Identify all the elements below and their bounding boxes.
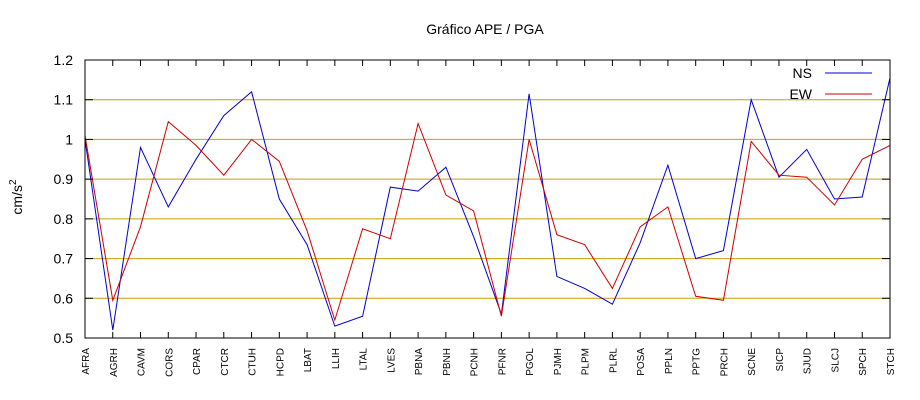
series-lines [84, 77, 891, 331]
y-axis-label-unit: cm/s [9, 185, 25, 215]
series-line-ns [84, 77, 891, 331]
y-tick-label: 1.2 [54, 52, 74, 68]
x-tick-label: CTUH [248, 348, 259, 376]
x-tick-label: PPLN [664, 348, 675, 374]
y-tick-label: 0.7 [54, 251, 74, 267]
y-tick-label: 1.1 [54, 92, 74, 108]
x-tick-label: LTAL [359, 348, 370, 371]
x-tick-label: PFNR [497, 348, 508, 375]
x-tick-label: SCNE [747, 348, 758, 376]
grid-lines [85, 99, 890, 299]
x-tick-label: AFRA [81, 348, 92, 375]
x-tick-label: SJUD [803, 348, 814, 374]
x-tick-label: PBNA [414, 348, 425, 376]
x-tick-label: CTCR [220, 348, 231, 376]
x-tick-label: LLIH [331, 348, 342, 369]
y-tick-label: 0.6 [54, 290, 74, 306]
y-tick-label: 0.9 [54, 171, 74, 187]
legend: NS EW [789, 65, 872, 102]
x-tick-label: HCPD [275, 348, 286, 376]
plot-area-frame [84, 59, 891, 339]
y-axis-label: cm/s2 [8, 179, 25, 215]
y-tick-label: 1 [65, 131, 73, 147]
legend-label-ns: NS [793, 65, 812, 81]
x-tick-label: AGRH [109, 348, 120, 377]
x-tick-label: CORS [164, 348, 175, 377]
x-tick-label: LVES [386, 348, 397, 373]
x-tick-label: CAVM [137, 348, 148, 376]
x-tick-label: SLCJ [830, 348, 841, 372]
x-tick-label: SPCH [858, 348, 869, 376]
x-tick-label: PLPM [581, 348, 592, 375]
x-tick-label: POSA [636, 348, 647, 376]
x-tick-label: STCH [886, 348, 897, 375]
x-tick-label: LBAT [303, 348, 314, 372]
y-axis-label-exponent: 2 [8, 179, 19, 185]
x-tick-label: PRCH [719, 348, 730, 376]
y-tick-label: 0.8 [54, 211, 74, 227]
legend-label-ew: EW [789, 86, 812, 102]
x-tick-label: PJMH [553, 348, 564, 375]
x-tick-label: PPTG [692, 348, 703, 375]
y-tick-label: 0.5 [54, 330, 74, 346]
x-tick-label: SICP [775, 348, 786, 372]
x-tick-label: PGOL [525, 348, 536, 376]
series-line-ew [84, 120, 891, 322]
x-tick-label: PBNH [442, 348, 453, 376]
x-tick-label: PLRL [608, 348, 619, 373]
x-tick-label: PCNH [470, 348, 481, 376]
axis-ticks: 0.5 0.6 0.7 0.8 0.9 1 1.1 1.2 AFRA AGRH CAVM CORS CP… [54, 52, 897, 377]
chart-title: Gráfico APE / PGA [426, 21, 544, 37]
x-tick-label: CPAR [192, 348, 203, 375]
